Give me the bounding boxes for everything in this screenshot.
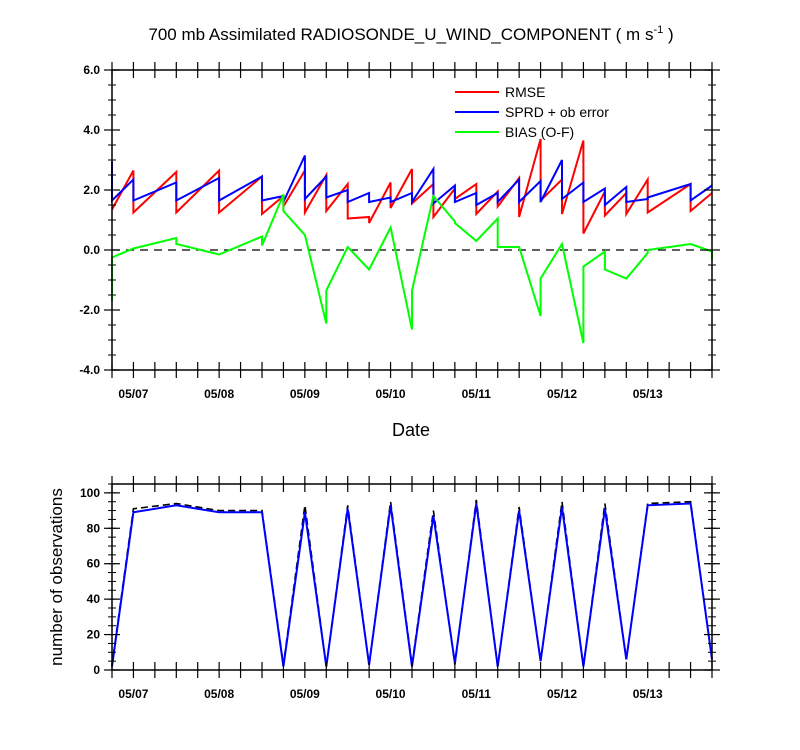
top-xtick-label: 05/11 bbox=[462, 387, 492, 401]
bottom-xtick-label: 05/13 bbox=[633, 687, 663, 701]
bottom-xtick-label: 05/11 bbox=[462, 687, 492, 701]
legend-label-1: SPRD + ob error bbox=[505, 104, 609, 120]
legend-label-0: RMSE bbox=[505, 84, 545, 100]
chart-title-units-sup: -1 bbox=[653, 24, 663, 36]
legend-label-2: BIAS (O-F) bbox=[505, 124, 574, 140]
top-series-bias-o-f bbox=[111, 193, 713, 344]
chart-title-close: ) bbox=[663, 25, 673, 44]
bottom-ytick-label: 60 bbox=[87, 557, 101, 571]
top-ytick-label: 0.0 bbox=[83, 243, 100, 257]
top-ytick-label: 2.0 bbox=[83, 183, 100, 197]
bottom-ytick-label: 40 bbox=[87, 592, 101, 606]
bottom-ytick-label: 20 bbox=[87, 628, 101, 642]
chart-title-main: 700 mb Assimilated RADIOSONDE_U_WIND_COM… bbox=[148, 25, 653, 44]
bottom-series-possible bbox=[111, 499, 713, 667]
bottom-xtick-label: 05/08 bbox=[204, 687, 234, 701]
top-xtick-label: 05/08 bbox=[204, 387, 234, 401]
bottom-xtick-label: 05/12 bbox=[547, 687, 577, 701]
bottom-ytick-label: 100 bbox=[80, 486, 100, 500]
top-xtick-label: 05/13 bbox=[633, 387, 663, 401]
bottom-xtick-label: 05/07 bbox=[118, 687, 148, 701]
bottom-yaxis-label: number of observations bbox=[47, 488, 66, 666]
top-series-sprd-ob-error bbox=[111, 155, 713, 208]
top-xtick-label: 05/09 bbox=[290, 387, 320, 401]
bottom-xtick-label: 05/09 bbox=[290, 687, 320, 701]
bottom-plot-area: 0 20 40 60 80 100 05/07 05/08 05/09 05/10 05/11 05/… bbox=[80, 476, 720, 701]
bottom-series-assimilated bbox=[111, 502, 713, 667]
top-plot-area: -4.0 -2.0 0.0 2.0 4.0 6.0 05/07 05/08 05/09 05/10… bbox=[79, 62, 720, 401]
bottom-ytick-label: 0 bbox=[93, 663, 100, 677]
top-ytick-label: 4.0 bbox=[83, 123, 100, 137]
bottom-xtick-label: 05/10 bbox=[376, 687, 406, 701]
bottom-plot-frame bbox=[111, 483, 713, 671]
bottom-ytick-label: 80 bbox=[87, 521, 101, 535]
top-xaxis-label: Date bbox=[392, 420, 430, 440]
top-ytick-label: -2.0 bbox=[79, 303, 100, 317]
top-xtick-label: 05/12 bbox=[547, 387, 577, 401]
chart-title: 700 mb Assimilated RADIOSONDE_U_WIND_COM… bbox=[148, 24, 673, 44]
top-ytick-label: -4.0 bbox=[79, 363, 100, 377]
top-xtick-label: 05/07 bbox=[118, 387, 148, 401]
top-xtick-label: 05/10 bbox=[376, 387, 406, 401]
top-ytick-label: 6.0 bbox=[83, 63, 100, 77]
